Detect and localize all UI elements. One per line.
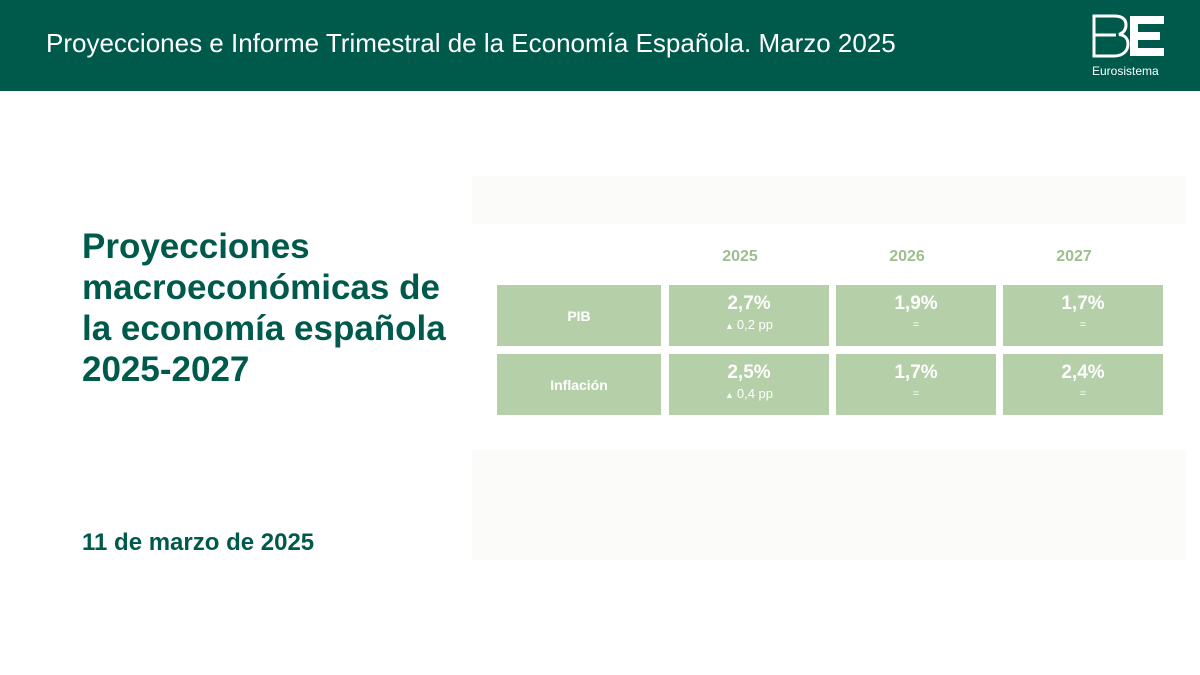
pib-2026-cell: 1,9% = (836, 285, 996, 346)
row-label-inflacion: Inflación (497, 354, 661, 415)
pib-2025-change: ▲ 0,2 pp (669, 317, 829, 334)
logo-text: Eurosistema (1092, 64, 1159, 78)
inflacion-2025-change-text: 0,4 pp (736, 386, 774, 401)
pib-2025-value: 2,7% (727, 293, 771, 314)
inflacion-2026-cell: 1,7% = (836, 354, 996, 415)
year-header-2027: 2027 (1056, 248, 1092, 265)
triangle-up-icon: ▲ (724, 321, 734, 331)
inflacion-2027-change: = (1079, 388, 1087, 400)
inflacion-2025-cell: 2,5% ▲ 0,4 pp (669, 354, 829, 415)
inflacion-2026-change: = (912, 388, 920, 400)
pib-2027-cell: 1,7% = (1003, 285, 1163, 346)
be-logo-mark (1092, 14, 1164, 58)
pib-2025-cell: 2,7% ▲ 0,2 pp (669, 285, 829, 346)
inflacion-2026-value: 1,7% (894, 362, 938, 383)
pib-2027-value: 1,7% (1061, 293, 1105, 314)
year-header-2025: 2025 (722, 248, 758, 265)
banco-de-espana-logo: Eurosistema (1088, 12, 1168, 82)
inflacion-2027-value: 2,4% (1061, 362, 1105, 383)
triangle-up-icon: ▲ (724, 390, 734, 400)
pib-2026-value: 1,9% (894, 293, 938, 314)
header-bar: Proyecciones e Informe Trimestral de la … (0, 0, 1200, 91)
publication-date: 11 de marzo de 2025 (82, 529, 315, 556)
pib-2026-change: = (912, 319, 920, 331)
page-title: Proyecciones macroeconómicas de la econo… (82, 227, 446, 389)
inflacion-2027-cell: 2,4% = (1003, 354, 1163, 415)
pib-2027-change: = (1079, 319, 1087, 331)
inflacion-2025-change: ▲ 0,4 pp (669, 386, 829, 403)
row-label-pib: PIB (497, 285, 661, 346)
pib-2025-change-text: 0,2 pp (736, 317, 774, 332)
year-header-2026: 2026 (889, 248, 925, 265)
header-title: Proyecciones e Informe Trimestral de la … (46, 28, 896, 58)
inflacion-2025-value: 2,5% (727, 362, 771, 383)
